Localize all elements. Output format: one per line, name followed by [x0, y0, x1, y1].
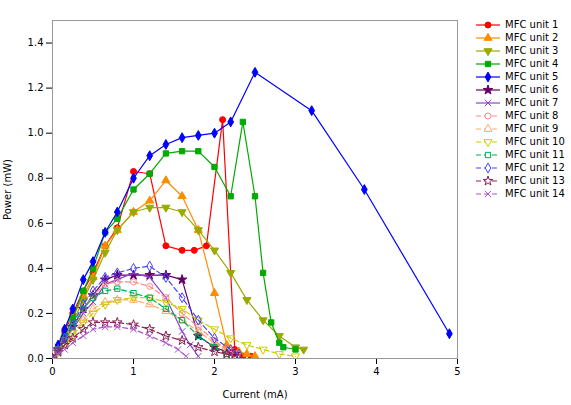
svg-text:Current (mA): Current (mA) [222, 389, 287, 400]
svg-text:1.0: 1.0 [28, 127, 44, 138]
html-text:MFC unit 11: MFC unit 11 [505, 149, 565, 160]
html-text:MFC unit 1: MFC unit 1 [505, 19, 559, 30]
html-text:MFC unit 3: MFC unit 3 [505, 45, 559, 56]
svg-text:2: 2 [211, 366, 217, 377]
html-text:MFC unit 14: MFC unit 14 [505, 188, 565, 199]
svg-text:0: 0 [49, 366, 55, 377]
svg-text:0.4: 0.4 [28, 263, 44, 274]
svg-text:1.4: 1.4 [28, 37, 44, 48]
svg-text:0.8: 0.8 [28, 172, 44, 183]
svg-text:1: 1 [130, 366, 136, 377]
html-text:MFC unit 5: MFC unit 5 [505, 71, 559, 82]
svg-text:0.2: 0.2 [28, 308, 44, 319]
svg-text:0.6: 0.6 [28, 218, 44, 229]
svg-text:Power (mW): Power (mW) [2, 159, 13, 220]
html-text:MFC unit 9: MFC unit 9 [505, 123, 559, 134]
html-text:MFC unit 2: MFC unit 2 [505, 32, 559, 43]
html-text:MFC unit 6: MFC unit 6 [505, 84, 559, 95]
svg-text:1.2: 1.2 [28, 82, 44, 93]
html-text:MFC unit 4: MFC unit 4 [505, 58, 559, 69]
svg-text:3: 3 [292, 366, 298, 377]
svg-text:5: 5 [454, 366, 460, 377]
html-text:MFC unit 13: MFC unit 13 [505, 175, 565, 186]
html-text:MFC unit 10: MFC unit 10 [505, 136, 565, 147]
html-text:MFC unit 12: MFC unit 12 [505, 162, 565, 173]
html-text:MFC unit 8: MFC unit 8 [505, 110, 559, 121]
html-text:MFC unit 7: MFC unit 7 [505, 97, 559, 108]
svg-text:0.0: 0.0 [28, 353, 44, 364]
svg-text:4: 4 [373, 366, 379, 377]
